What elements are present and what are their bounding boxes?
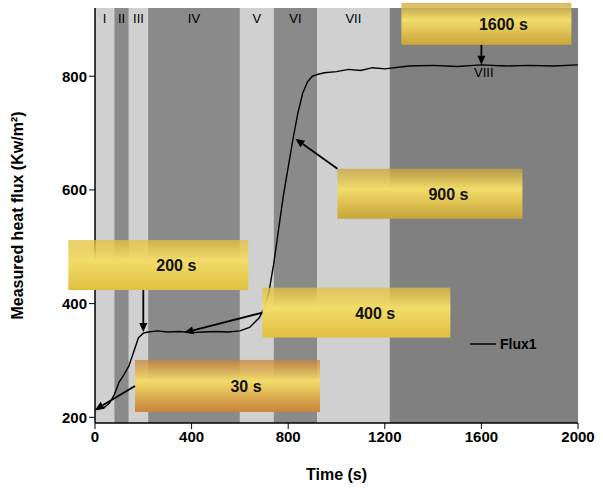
svg-text:800: 800 bbox=[62, 68, 87, 85]
svg-text:1200: 1200 bbox=[368, 428, 401, 445]
svg-text:0: 0 bbox=[91, 428, 99, 445]
svg-text:II: II bbox=[118, 11, 125, 26]
svg-text:III: III bbox=[133, 11, 144, 26]
svg-text:VI: VI bbox=[289, 11, 301, 26]
svg-text:IV: IV bbox=[188, 11, 201, 26]
svg-text:200 s: 200 s bbox=[156, 257, 196, 274]
svg-text:VII: VII bbox=[345, 11, 361, 26]
svg-text:1600: 1600 bbox=[465, 428, 498, 445]
svg-text:30 s: 30 s bbox=[230, 378, 261, 395]
svg-text:Measured heat flux (Kw/m²): Measured heat flux (Kw/m²) bbox=[9, 111, 26, 319]
svg-text:900 s: 900 s bbox=[428, 186, 468, 203]
svg-text:800: 800 bbox=[276, 428, 301, 445]
svg-text:Time (s): Time (s) bbox=[306, 466, 367, 483]
svg-text:V: V bbox=[252, 11, 261, 26]
html-text:Flux1: Flux1 bbox=[500, 336, 537, 352]
svg-text:200: 200 bbox=[62, 409, 87, 426]
svg-text:I: I bbox=[103, 11, 107, 26]
svg-text:VIII: VIII bbox=[474, 65, 494, 80]
svg-text:1600 s: 1600 s bbox=[479, 16, 528, 33]
svg-text:2000: 2000 bbox=[561, 428, 594, 445]
svg-text:600: 600 bbox=[62, 181, 87, 198]
svg-text:400: 400 bbox=[62, 295, 87, 312]
svg-text:400: 400 bbox=[179, 428, 204, 445]
svg-text:400 s: 400 s bbox=[355, 305, 395, 322]
